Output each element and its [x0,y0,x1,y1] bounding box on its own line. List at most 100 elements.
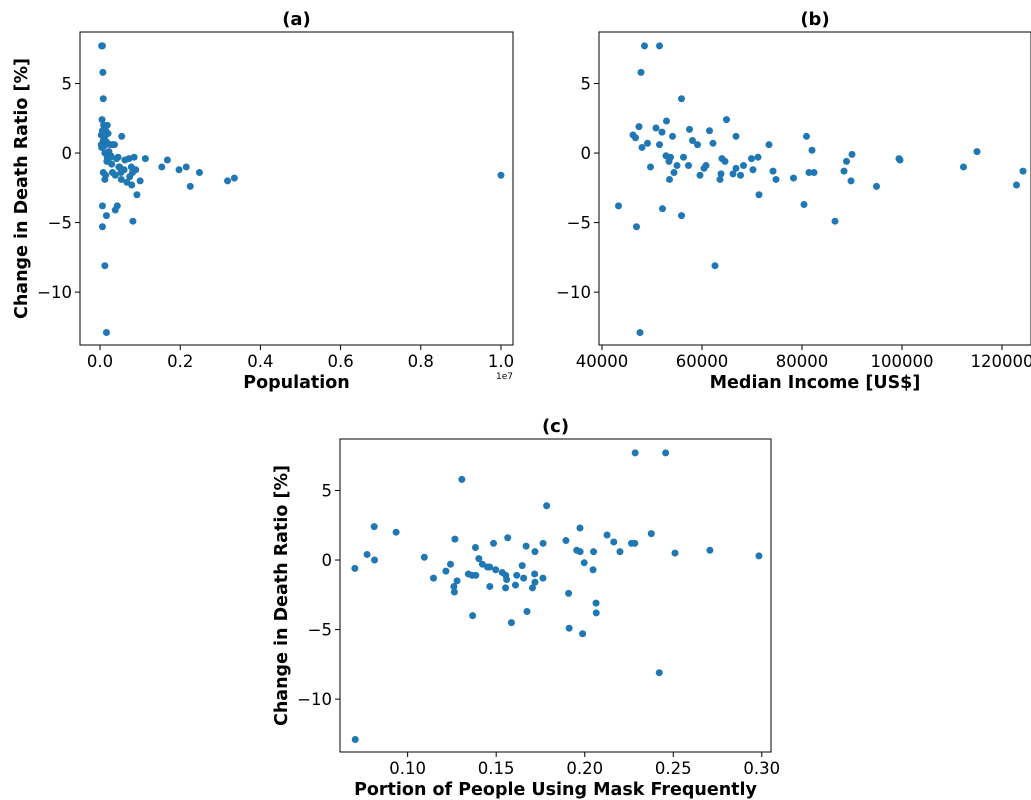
data-point [539,574,547,582]
data-point [175,166,183,174]
x-axis-label: Median Income [US$] [710,373,921,393]
x-tick-label: 0.2 [167,352,193,371]
data-point [531,578,539,586]
data-point [98,143,106,151]
data-point [592,609,600,617]
data-point [128,181,136,189]
data-point [101,175,109,183]
x-tick-label: 0.0 [87,352,113,371]
y-tick-label: 0 [62,144,73,163]
data-point [486,582,494,590]
data-point [450,582,458,590]
data-point [136,177,144,185]
data-point [522,542,530,550]
data-point [490,539,498,547]
data-point [130,153,138,161]
data-point [102,328,110,336]
data-point [129,169,137,176]
data-point [579,630,587,638]
data-point [685,162,692,170]
y-axis-label: Change in Death Ratio [%] [12,58,32,319]
plot-frame [598,31,1031,346]
x-tick-label: 1.0 [488,352,514,371]
data-point [615,202,622,210]
data-point [740,162,747,170]
data-point [655,669,663,677]
data-point [420,553,428,561]
x-tick-label: 0.30 [743,759,780,778]
x-tick-label: 100000 [871,352,934,371]
chart-title: (a) [282,9,311,30]
data-point [106,153,114,161]
data-point [800,201,808,208]
data-point [1019,167,1027,175]
data-point [442,567,450,575]
data-point [497,171,505,179]
data-point [666,175,673,183]
data-point [590,548,598,556]
data-point [478,560,486,568]
scatter-panel-b: 40000 60000 80000 100000 120000 5 0 −5 −10 (b) Med… [556,9,1031,393]
data-point [754,153,762,161]
data-point [513,571,521,579]
y-tick-label: 5 [581,74,592,93]
x-tick-label: 0.10 [389,759,426,778]
data-point [116,163,124,171]
data-point [973,148,981,156]
scatter-panel-a: 0.0 0.2 0.4 0.6 0.8 1.0 5 0 −5 −10 (a) Population Ch… [12,9,514,393]
data-point [108,160,116,168]
data-point [230,174,238,182]
data-point [749,166,757,174]
data-point [671,549,679,557]
data-point [662,449,670,457]
scatter-panel-c: 0.10 0.15 0.20 0.25 0.30 5 0 −5 −10 (c) Portion of… [272,416,780,800]
data-point [469,612,477,620]
data-point [678,212,685,220]
data-point [1013,181,1020,189]
plot-frame [339,438,772,753]
data-point [458,475,466,483]
data-point [471,544,479,552]
data-point [895,155,903,163]
data-point [680,153,687,161]
data-point [562,537,570,545]
data-point [99,68,107,76]
data-point [658,128,666,136]
data-point [446,560,454,568]
data-point [873,182,880,190]
data-point [110,141,118,149]
data-point [616,548,624,556]
data-point [805,169,813,176]
x-tick-label: 80000 [776,352,829,371]
data-point [665,157,673,165]
data-point [531,548,539,556]
data-point [543,502,551,510]
data-point [694,141,701,149]
y-tick-label: 5 [322,481,333,500]
data-point [631,449,639,457]
data-point [637,68,645,76]
data-point [492,566,500,574]
data-point [803,132,810,140]
data-point [117,175,125,183]
data-point [652,124,660,132]
data-point [670,169,678,176]
data-point [644,139,651,147]
data-point [808,146,816,154]
data-point [103,121,111,129]
data-point [101,262,109,270]
data-point [576,548,584,556]
data-point [689,137,696,145]
y-tick-label: 0 [322,551,333,570]
data-point [507,619,515,627]
y-tick-label: −10 [297,690,332,709]
data-point [565,589,573,597]
data-point [635,123,643,131]
chart-title: (b) [800,9,829,30]
data-point [141,155,149,163]
data-point [843,157,850,165]
data-point [518,562,526,570]
data-point [523,608,531,615]
data-point [840,167,848,175]
